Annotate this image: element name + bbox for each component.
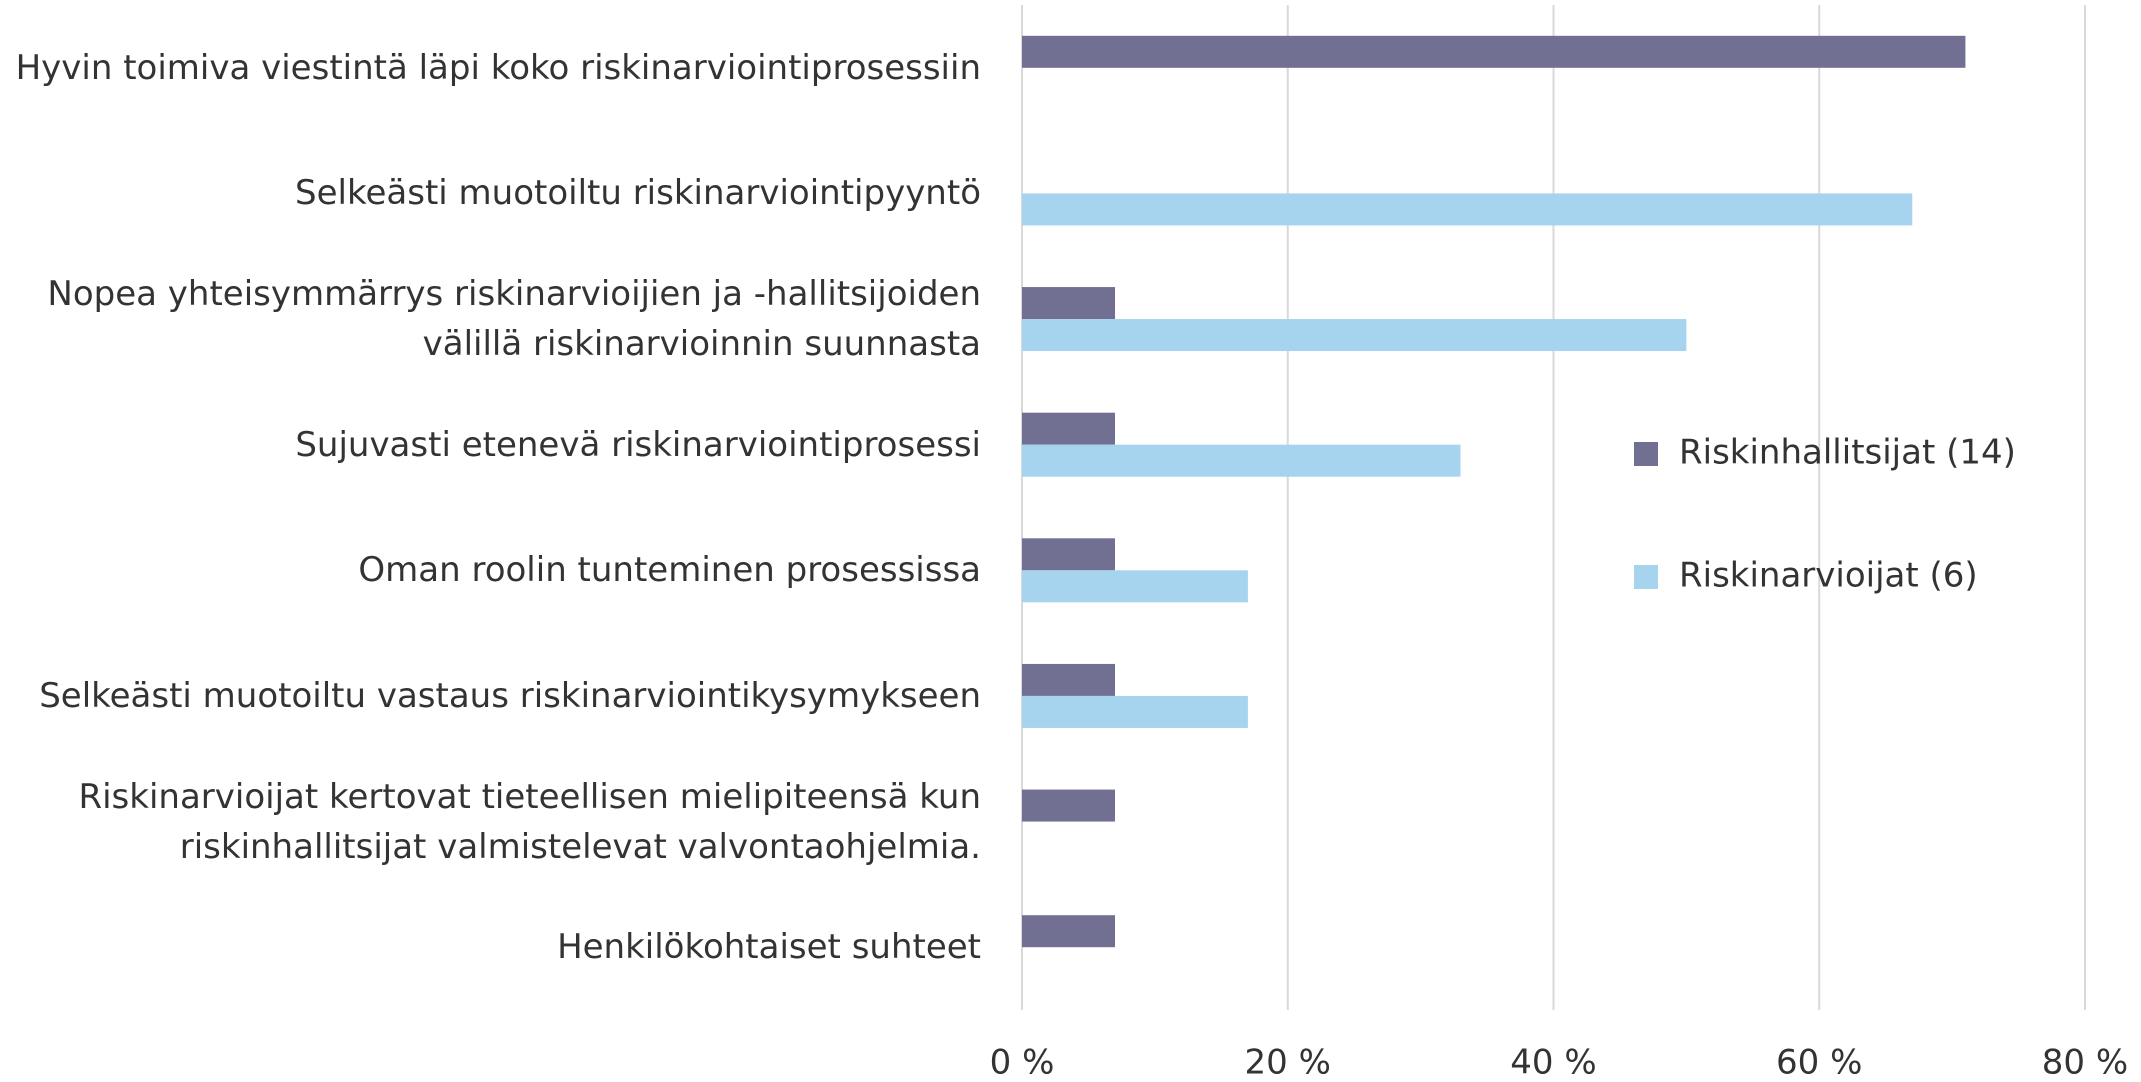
bar: [1022, 663, 1116, 696]
category-label: Selkeästi muotoiltu vastaus riskinarvioi…: [39, 675, 981, 716]
bar: [1022, 570, 1248, 603]
bar: [1022, 789, 1116, 822]
bar: [1022, 538, 1116, 571]
bar: [1022, 287, 1116, 320]
category-label: Sujuvasti etenevä riskinarviointiprosess…: [295, 424, 981, 465]
bar: [1022, 444, 1461, 477]
legend-label: Riskinhallitsijat (14): [1679, 433, 2016, 473]
bar: [1022, 695, 1248, 728]
category-label: Hyvin toimiva viestintä läpi koko riskin…: [15, 47, 981, 88]
category-label: Henkilökohtaiset suhteet: [557, 927, 981, 968]
category-label: Oman roolin tunteminen prosessissa: [358, 550, 981, 591]
bar: [1022, 412, 1116, 445]
x-tick-label: 80 %: [2042, 1043, 2128, 1082]
category-label: Nopea yhteisymmärrys riskinarvioijien ja…: [47, 274, 981, 365]
x-tick-label: 0 %: [990, 1043, 1055, 1082]
legend-label: Riskinarvioijat (6): [1679, 556, 1978, 596]
category-label: Riskinarvioijat kertovat tieteellisen mi…: [78, 776, 981, 867]
bar: [1022, 915, 1116, 948]
x-tick-label: 60 %: [1776, 1043, 1862, 1082]
x-tick-label: 40 %: [1510, 1043, 1596, 1082]
bar: [1022, 35, 1966, 68]
bar: [1022, 319, 1687, 352]
legend-swatch: [1634, 442, 1658, 466]
category-label: Selkeästi muotoiltu riskinarviointipyynt…: [295, 173, 981, 214]
x-tick-label: 20 %: [1245, 1043, 1331, 1082]
legend-swatch: [1634, 565, 1658, 589]
bar: [1022, 193, 1913, 226]
